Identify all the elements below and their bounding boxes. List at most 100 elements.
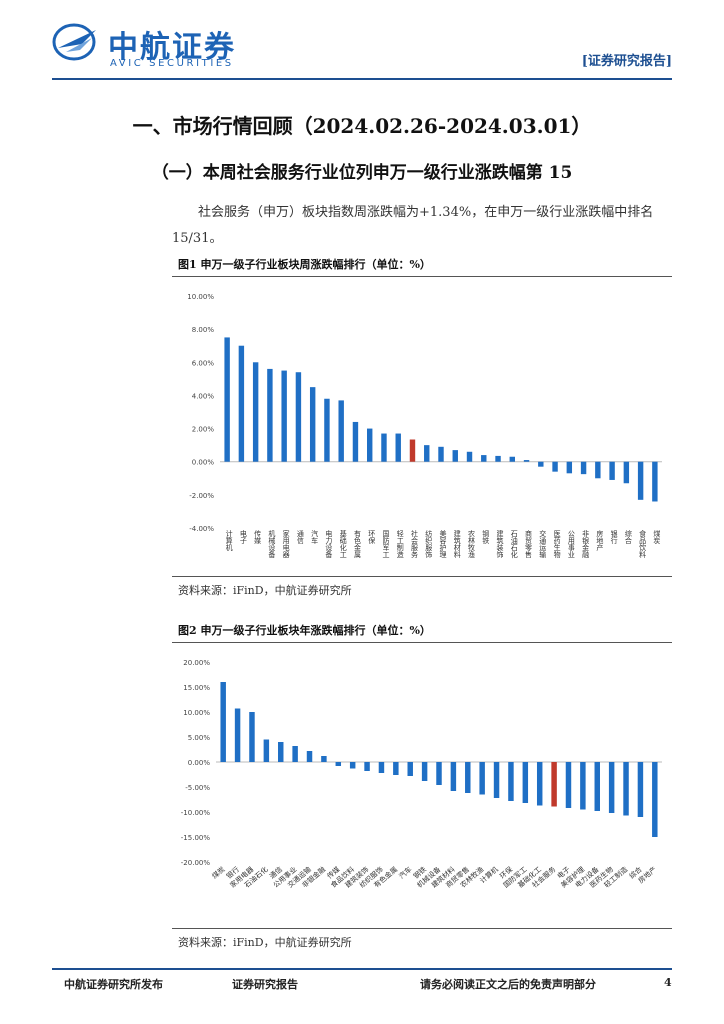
y-tick-label: -15.00% — [181, 834, 211, 842]
bar — [252, 362, 259, 462]
x-tick-label: 环保 — [368, 530, 376, 545]
y-tick-label: 10.00% — [183, 709, 210, 717]
x-tick-label: 银行 — [610, 529, 618, 545]
x-tick-label: 食品饮料 — [639, 529, 647, 559]
summary-paragraph: 社会服务（申万）板块指数周涨跌幅为+1.34%，在申万一级行业涨跌幅中排名15/… — [172, 205, 654, 246]
x-tick-label: 汽车 — [397, 865, 414, 881]
bar — [309, 387, 316, 462]
bar — [220, 682, 226, 762]
bar — [493, 762, 500, 798]
x-tick-label: 房地产 — [596, 529, 604, 552]
bar — [580, 461, 587, 475]
figure-2-title: 图2 申万一级子行业板块年涨跌幅排行（单位：%） — [178, 624, 431, 637]
logo-text-en: AVIC SECURITIES — [110, 58, 234, 69]
figure-1-source: 资料来源：iFinD，中航证券研究所 — [178, 584, 352, 597]
x-tick-label: 非银金融 — [582, 529, 590, 559]
bar — [409, 439, 416, 462]
figure-2-source: 资料来源：iFinD，中航证券研究所 — [178, 936, 352, 949]
logo-icon — [52, 23, 96, 61]
figure-1-top-rule — [172, 276, 672, 277]
bar — [407, 762, 413, 776]
x-tick-label: 社会服务 — [410, 529, 418, 559]
x-tick-label: 有色金属 — [353, 529, 361, 559]
y-tick-label: 15.00% — [183, 684, 210, 692]
y-tick-label: -20.00% — [181, 859, 211, 867]
x-tick-label: 综合 — [624, 529, 632, 545]
y-tick-label: -5.00% — [185, 784, 210, 792]
bar — [508, 762, 514, 801]
bar — [465, 762, 471, 793]
section-title: 一、市场行情回顾（2024.02.26-2024.03.01） — [132, 114, 592, 138]
x-tick-label: 建筑材料 — [453, 529, 461, 559]
bar — [609, 461, 615, 480]
bar — [580, 762, 586, 810]
bar — [438, 446, 444, 462]
bar — [349, 762, 356, 769]
bar — [450, 762, 457, 791]
x-tick-label: 轻工制造 — [396, 529, 404, 559]
y-tick-label: -4.00% — [189, 525, 214, 533]
y-tick-label: 2.00% — [192, 426, 215, 434]
bar — [263, 739, 270, 762]
section-subtitle: （一）本周社会服务行业位列申万一级行业涨跌幅第 15 — [151, 163, 573, 183]
bar — [652, 461, 658, 502]
chart-weekly: 10.00% 8.00% 6.00% 4.00% 2.00% 0.00% -2.00% -4.… — [187, 293, 662, 559]
bar — [224, 337, 230, 462]
y-tick-label: 0.00% — [192, 459, 215, 467]
x-tick-label: 煤炭 — [210, 865, 227, 881]
x-tick-label: 国防军工 — [382, 530, 390, 558]
y-tick-label: 8.00% — [192, 326, 215, 334]
x-tick-label: 电力设备 — [325, 529, 333, 559]
x-tick-label: 钢铁 — [482, 529, 490, 545]
bar — [295, 372, 302, 462]
bar — [466, 451, 473, 462]
bar — [306, 751, 313, 762]
x-tick-label: 商贸零售 — [525, 529, 533, 559]
x-tick-label: 汽车 — [311, 529, 319, 545]
bar — [395, 433, 401, 462]
bar — [566, 461, 573, 474]
y-tick-label: 4.00% — [192, 392, 215, 400]
footer-doc-type: 证券研究报告 — [232, 978, 298, 991]
bar — [637, 762, 644, 817]
x-tick-label: 计算机 — [225, 529, 233, 552]
report-tag: [证券研究报告] — [581, 54, 672, 69]
x-tick-label: 通信 — [296, 529, 304, 545]
x-tick-label: 纺织服饰 — [425, 529, 433, 559]
y-tick-label: 6.00% — [192, 359, 215, 367]
bar — [479, 762, 485, 795]
figure-2-bottom-rule — [172, 928, 672, 929]
x-tick-label: 美容护理 — [439, 529, 447, 558]
bar — [538, 461, 544, 467]
chart-yearly: 20.00% 15.00% 10.00% 5.00% 0.00% -5.00% -10.00… — [181, 659, 662, 890]
y-tick-label: -10.00% — [181, 809, 211, 817]
x-tick-label: 交通运输 — [539, 529, 547, 559]
figure-1-bottom-rule — [172, 576, 672, 577]
figure-1-title: 图1 申万一级子行业板块周涨跌幅排行（单位：%） — [178, 258, 431, 271]
bar — [452, 450, 458, 462]
footer-divider — [52, 968, 672, 970]
bar — [551, 762, 557, 807]
bar — [652, 762, 658, 837]
bar — [381, 433, 387, 462]
x-tick-label: 煤炭 — [653, 529, 661, 545]
page-number: 4 — [664, 976, 672, 989]
bar — [367, 428, 373, 462]
bar — [249, 712, 255, 762]
logo-text-cn: 中航证券 — [108, 30, 236, 65]
bar — [481, 455, 487, 462]
bar — [338, 400, 344, 462]
bar — [436, 762, 442, 785]
bar — [393, 762, 399, 775]
x-tick-label: 机械设备 — [268, 529, 276, 559]
bar — [335, 762, 342, 766]
bar — [565, 762, 572, 808]
x-tick-label: 家用电器 — [282, 529, 290, 559]
x-tick-label: 石油石化 — [510, 530, 518, 559]
x-tick-label: 传媒 — [254, 529, 262, 545]
bar — [321, 756, 327, 762]
x-tick-label: 电子 — [239, 529, 247, 544]
bar — [552, 461, 558, 472]
y-tick-label: 0.00% — [188, 759, 211, 767]
bar — [421, 762, 428, 781]
